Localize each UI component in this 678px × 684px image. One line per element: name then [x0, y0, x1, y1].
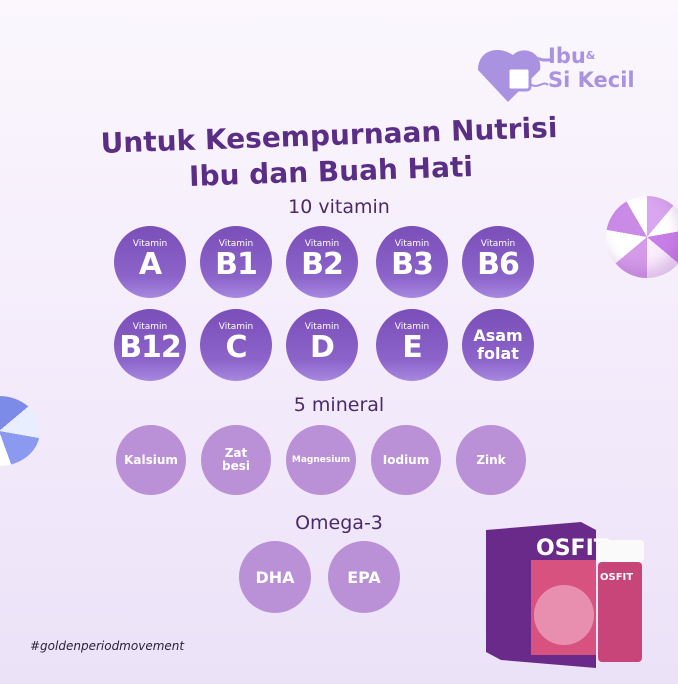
vitamin-prefix: Vitamin — [394, 322, 430, 332]
vitamin-b3: Vitamin B3 — [376, 226, 448, 298]
folat-label: folat — [477, 344, 519, 363]
vitamin-prefix: Vitamin — [218, 239, 254, 249]
vitamin-b6: Vitamin B6 — [462, 226, 534, 298]
vitamin-e: Vitamin E — [376, 309, 448, 381]
vitamin-prefix: Vitamin — [218, 322, 254, 332]
ibu-si-kecil-logo — [478, 50, 553, 102]
mineral-iodium: Iodium — [371, 425, 441, 495]
vitamin-d: Vitamin D — [286, 309, 358, 381]
mineral-zink: Zink — [456, 425, 526, 495]
omega-dha: DHA — [239, 541, 311, 613]
vitamin-letter: E — [402, 330, 422, 365]
mineral-label: Iodium — [382, 452, 430, 467]
omega-label: EPA — [347, 567, 381, 587]
vitamin-letter: B2 — [301, 247, 344, 282]
vitamin-letter: B1 — [215, 247, 258, 282]
vitamin-asam-folat: Asam folat — [462, 309, 534, 381]
vitamin-heading: 10 vitamin — [288, 196, 390, 218]
vitamin-letter: B6 — [477, 247, 520, 282]
mineral-kalsium: Kalsium — [116, 425, 186, 495]
vitamin-c: Vitamin C — [200, 309, 272, 381]
vitamin-letter: B3 — [391, 247, 434, 282]
mineral-zat-besi: Zat besi — [201, 425, 271, 495]
mineral-label: Magnesium — [291, 454, 351, 465]
mineral-label: Zat besi — [222, 446, 250, 473]
vitamin-prefix: Vitamin — [304, 239, 340, 249]
vitamin-prefix: Vitamin — [304, 322, 340, 332]
vitamin-a: Vitamin A — [114, 226, 186, 298]
vitamin-prefix: Vitamin — [394, 239, 430, 249]
osfit-product-image: OSFIT OSFIT — [486, 522, 644, 668]
mineral-heading: 5 mineral — [293, 394, 385, 416]
vitamin-prefix: Vitamin — [132, 239, 168, 249]
logo-text: Ibu& Si Kecil — [548, 44, 635, 92]
beach-ball-icon — [606, 196, 678, 278]
svg-text:OSFIT: OSFIT — [600, 572, 633, 583]
hashtag: #goldenperiodmovement — [30, 639, 185, 653]
vitamin-letter: D — [310, 330, 335, 365]
vitamin-b1: Vitamin B1 — [200, 226, 272, 298]
omega-label: DHA — [255, 567, 295, 587]
omega-epa: EPA — [328, 541, 400, 613]
vitamin-b2: Vitamin B2 — [286, 226, 358, 298]
vitamin-letter: A — [138, 247, 162, 282]
omega-heading: Omega-3 — [295, 512, 383, 534]
mineral-magnesium: Magnesium — [286, 425, 356, 495]
mineral-label: Kalsium — [124, 452, 178, 467]
vitamin-letter: C — [225, 330, 247, 365]
mineral-label: Zink — [476, 452, 506, 467]
vitamin-b12: Vitamin B12 — [114, 309, 186, 381]
vitamin-prefix: Vitamin — [132, 322, 168, 332]
asam-label: Asam — [473, 326, 523, 345]
vitamin-letter: B12 — [119, 330, 182, 365]
vitamin-prefix: Vitamin — [480, 239, 516, 249]
